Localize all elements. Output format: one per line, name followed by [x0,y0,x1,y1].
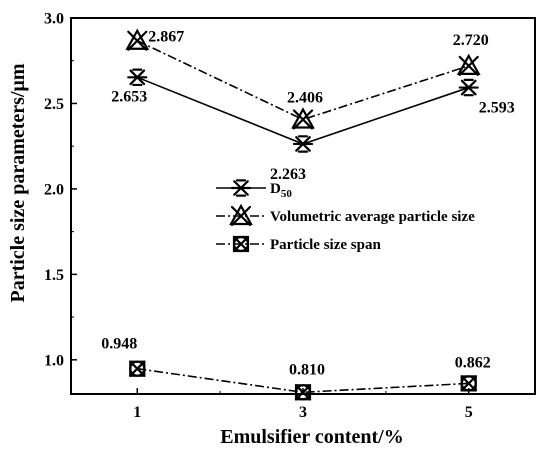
series-layer [125,28,481,401]
data-label-span-0: 0.948 [101,336,137,353]
x-tick-label-2: 5 [465,404,473,421]
data-label-d50-0: 2.653 [111,88,147,105]
data-label-span-2: 0.862 [455,354,491,371]
data-labels: 2.653 2.263 2.593 2.867 2.406 2.720 0.948 0.810… [101,29,514,379]
data-label-vol-2: 2.720 [453,32,489,49]
point-span-0 [129,360,146,377]
point-d50-0 [127,68,148,87]
legend: D50 Volumetric average particle size Parti… [216,179,475,253]
point-d50-2 [458,78,479,97]
legend-marker-vol [229,203,253,227]
data-label-d50-1: 2.263 [270,166,306,183]
point-vol-0 [125,28,150,51]
point-span-1 [294,384,312,401]
data-label-d50-2: 2.593 [479,100,515,117]
y-tick-label-0: 1.0 [44,352,64,369]
legend-label-span: Particle size span [270,237,381,253]
point-d50-1 [292,135,314,153]
data-label-span-1: 0.810 [289,361,325,378]
y-tick-label-4: 3.0 [44,11,64,28]
y-axis-ticks: 1.0 1.5 2.0 2.5 3.0 [44,11,77,369]
data-label-vol-1: 2.406 [287,90,323,107]
series-line-span [137,367,469,394]
point-vol-1 [291,107,315,130]
x-tick-label-0: 1 [133,404,141,421]
data-label-vol-0: 2.867 [148,29,184,46]
y-tick-label-2: 2.0 [44,181,64,198]
y-tick-label-3: 2.5 [44,96,64,113]
legend-marker-span [232,235,250,253]
x-tick-label-1: 3 [299,404,307,421]
y-axis-title: Particle size parameters/μm [7,63,29,302]
legend-label-d50: D50 [270,181,292,200]
legend-label-vol: Volumetric average particle size [270,209,475,225]
x-axis-title: Emulsifier content/% [220,426,404,448]
legend-marker-d50 [230,179,252,197]
point-span-2 [460,375,477,392]
y-tick-label-1: 1.5 [44,267,64,284]
point-vol-2 [456,53,481,76]
